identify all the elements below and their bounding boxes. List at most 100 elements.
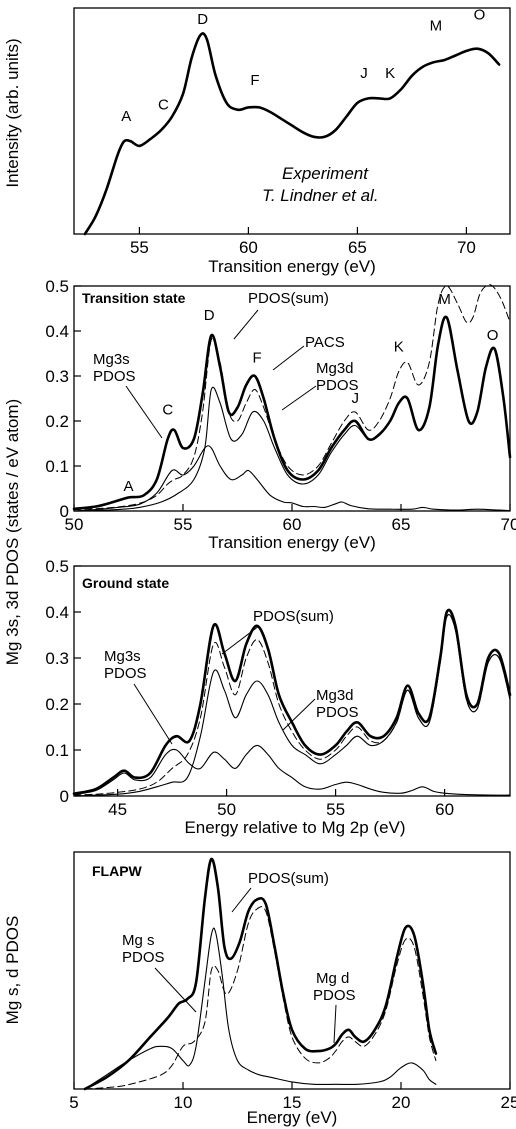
x-tick-label: 55 xyxy=(326,800,345,819)
leader-mg3d xyxy=(281,385,317,411)
y-axis-label: Intensity (arb. units) xyxy=(3,38,22,187)
x-tick-label: 50 xyxy=(65,515,84,534)
x-tick-label: 15 xyxy=(283,1093,302,1112)
leader-pdos-sum xyxy=(231,887,252,913)
peak-label-a: A xyxy=(121,108,131,125)
label-mg3d: Mg3d xyxy=(316,360,354,377)
peak-label-a: A xyxy=(123,478,133,495)
leader-mg-s xyxy=(154,967,197,1013)
peak-label-o: O xyxy=(487,327,499,344)
annotation-experiment: Experiment xyxy=(282,164,369,183)
x-tick-label: 25 xyxy=(501,1093,516,1112)
label-mg3s: Mg3s xyxy=(104,648,141,665)
y-tick-label: 0.5 xyxy=(45,277,69,296)
label-mg3d-pdos: PDOS xyxy=(316,377,359,394)
plot-frame xyxy=(73,565,511,797)
panel-title: Ground state xyxy=(82,575,169,591)
peak-label-f: F xyxy=(253,350,262,367)
tick-group: 5 10 15 20 25 xyxy=(69,1082,516,1112)
label-mg-d: Mg d xyxy=(316,970,349,987)
x-axis-label: Energy relative to Mg 2p (eV) xyxy=(184,818,405,837)
panel-flapw: 5 10 15 20 25 FLAPW PDOS(sum) Mg s PDOS Mg d… xyxy=(3,851,516,1127)
leader-mg3s xyxy=(133,683,173,745)
y-tick-label: 0.5 xyxy=(45,557,69,576)
series-line-pacs xyxy=(73,614,511,796)
annotation-reference: T. Lindner et al. xyxy=(262,186,379,205)
x-axis-label: Energy (eV) xyxy=(247,1108,338,1127)
label-mg-s: Mg s xyxy=(122,932,155,949)
tick-group: 45 50 55 60 0 0.1 0.2 0.3 0.4 0.5 xyxy=(45,557,454,819)
y-tick-label: 0.1 xyxy=(45,741,69,760)
x-axis-label: Transition energy (eV) xyxy=(208,533,376,552)
panel-ground-state: 45 50 55 60 0 0.1 0.2 0.3 0.4 0.5 Ground state PD… xyxy=(45,557,512,837)
series-line-pdos-sum- xyxy=(83,857,438,1091)
tick-group: 55 60 65 70 xyxy=(130,227,476,257)
peak-label-f: F xyxy=(250,72,259,89)
label-pdos-sum: PDOS(sum) xyxy=(253,608,334,625)
series-line-mg3s-pdos xyxy=(73,445,511,512)
leader-mg3s xyxy=(125,385,163,439)
label-mg3d: Mg3d xyxy=(316,687,354,704)
label-mg3s-pdos: PDOS xyxy=(104,665,147,682)
series-line-curve-0 xyxy=(83,32,501,236)
plot-frame xyxy=(73,7,511,235)
x-tick-label: 60 xyxy=(239,238,258,257)
label-mg3s-pdos: PDOS xyxy=(93,368,136,385)
peak-label-c: C xyxy=(158,97,169,114)
label-mg3d-pdos: PDOS xyxy=(316,704,359,721)
peak-label-j: J xyxy=(351,390,359,407)
series-line-pdos-sum- xyxy=(72,608,512,795)
shared-y-axis-label: Mg 3s, 3d PDOS (states / eV atom) xyxy=(3,399,22,665)
x-tick-label: 70 xyxy=(457,238,476,257)
peak-label-k: K xyxy=(385,65,395,82)
x-tick-label: 55 xyxy=(174,515,193,534)
x-tick-label: 10 xyxy=(174,1093,193,1112)
series-line-pacs xyxy=(73,284,511,511)
peak-label-m: M xyxy=(438,291,451,308)
peak-label-k: K xyxy=(394,338,404,355)
leader-mg-d xyxy=(333,1004,337,1044)
peak-label-m: M xyxy=(430,18,443,35)
y-tick-label: 0 xyxy=(60,787,69,806)
y-tick-label: 0.2 xyxy=(45,695,69,714)
x-tick-label: 60 xyxy=(283,515,302,534)
series-line-mg3d-pdos xyxy=(73,613,511,797)
y-tick-label: 0.3 xyxy=(45,649,69,668)
leader-pdos-sum xyxy=(233,309,259,340)
panel-transition-state: 50 55 60 65 70 0 0.1 0.2 0.3 0.4 0.5 A C D F J K M O Tran… xyxy=(45,277,516,552)
leader-pacs xyxy=(272,345,305,371)
x-axis-label: Transition energy (eV) xyxy=(208,257,376,276)
series-group xyxy=(72,284,512,512)
series-line-mg3s-pdos xyxy=(73,744,511,796)
panel-experiment: 55 60 65 70 A C D F J K M O Transition energy (eV)… xyxy=(3,6,511,276)
leader-pdos-sum xyxy=(221,625,260,655)
peak-label-j: J xyxy=(360,65,368,82)
label-mg-s-pdos: PDOS xyxy=(122,949,165,966)
tick-group: 50 55 60 65 70 0 0.1 0.2 0.3 0.4 0.5 xyxy=(45,277,516,534)
x-tick-label: 65 xyxy=(348,238,367,257)
panel-title: Transition state xyxy=(82,290,186,306)
panel-title: FLAPW xyxy=(92,863,143,879)
peak-label-o: O xyxy=(474,6,486,23)
y-tick-label: 0.4 xyxy=(45,322,69,341)
series-line-mg3d-pdos xyxy=(73,316,511,512)
y-tick-label: 0.4 xyxy=(45,603,69,622)
plot-frame xyxy=(73,851,511,1090)
series-group xyxy=(83,857,438,1091)
series-line-mg-d-pdos xyxy=(84,906,437,1090)
y-tick-label: 0.2 xyxy=(45,412,69,431)
y-axis-label: Mg s, d PDOS xyxy=(3,916,22,1025)
x-tick-label: 50 xyxy=(217,800,236,819)
peak-label-d: D xyxy=(197,11,208,28)
x-tick-label: 20 xyxy=(392,1093,411,1112)
leader-mg3d xyxy=(282,698,316,731)
series-line-mg-s-pdos xyxy=(84,927,437,1090)
label-pdos-sum: PDOS(sum) xyxy=(248,290,329,307)
x-tick-label: 45 xyxy=(108,800,127,819)
label-mg3s: Mg3s xyxy=(93,351,130,368)
x-tick-label: 55 xyxy=(130,238,149,257)
x-tick-label: 60 xyxy=(435,800,454,819)
